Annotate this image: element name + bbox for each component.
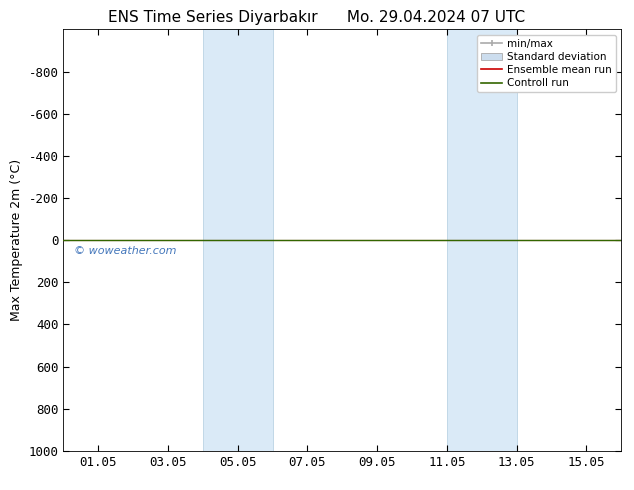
Bar: [447, 29, 517, 451]
Legend: min/max, Standard deviation, Ensemble mean run, Controll run: min/max, Standard deviation, Ensemble me…: [477, 35, 616, 92]
Bar: [203, 29, 273, 451]
Text: © woweather.com: © woweather.com: [74, 246, 176, 256]
Text: ENS Time Series Diyarbakır      Mo. 29.04.2024 07 UTC: ENS Time Series Diyarbakır Mo. 29.04.202…: [108, 10, 526, 25]
Y-axis label: Max Temperature 2m (°C): Max Temperature 2m (°C): [10, 159, 23, 321]
